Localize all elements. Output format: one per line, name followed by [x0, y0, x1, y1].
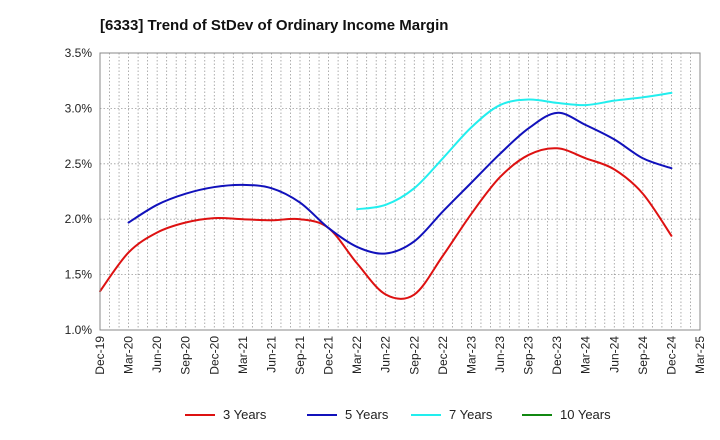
x-tick-label: Mar-21	[236, 336, 250, 374]
series-line-3	[356, 91, 673, 211]
x-tick-label: Sep-24	[636, 336, 650, 375]
x-tick-label: Jun-22	[379, 336, 393, 373]
x-tick-label: Jun-21	[264, 336, 278, 373]
x-tick-label: Sep-22	[407, 336, 421, 375]
y-tick-label: 1.0%	[65, 323, 93, 337]
x-tick-label: Sep-23	[522, 336, 536, 375]
x-tick-label: Sep-21	[293, 336, 307, 375]
plot-grid	[100, 52, 700, 331]
series-layer	[99, 91, 673, 300]
y-tick-label: 2.0%	[65, 212, 93, 226]
legend-label: 7 Years	[449, 407, 493, 422]
y-tick-label: 1.5%	[65, 268, 93, 282]
x-tick-label: Dec-24	[664, 336, 678, 375]
x-tick-label: Dec-23	[550, 336, 564, 375]
x-axis: Dec-19 Mar-20 Jun-20 Sep-20 Dec-20 Mar-21 Jun-…	[93, 336, 707, 375]
y-axis: 1.0% 1.5% 2.0% 2.5% 3.0% 3.5%	[65, 46, 93, 337]
series-line-1	[99, 147, 673, 300]
x-tick-label: Jun-20	[150, 336, 164, 373]
x-tick-label: Jun-24	[607, 336, 621, 373]
x-tick-label: Dec-21	[322, 336, 336, 375]
legend: 3 Years 5 Years 7 Years 10 Years	[185, 407, 611, 422]
x-tick-label: Mar-22	[350, 336, 364, 374]
x-tick-label: Mar-20	[122, 336, 136, 374]
x-tick-label: Dec-19	[93, 336, 107, 375]
x-tick-label: Jun-23	[493, 336, 507, 373]
x-tick-label: Mar-25	[693, 336, 707, 374]
x-tick-label: Mar-23	[464, 336, 478, 374]
x-tick-label: Mar-24	[579, 336, 593, 374]
legend-label: 3 Years	[223, 407, 267, 422]
x-tick-label: Sep-20	[179, 336, 193, 375]
series-line-2	[127, 111, 673, 255]
legend-label: 5 Years	[345, 407, 389, 422]
x-tick-label: Dec-22	[436, 336, 450, 375]
y-tick-label: 2.5%	[65, 157, 93, 171]
y-tick-label: 3.0%	[65, 101, 93, 115]
y-tick-label: 3.5%	[65, 46, 93, 60]
chart-title: [6333] Trend of StDev of Ordinary Income…	[100, 17, 448, 34]
x-tick-label: Dec-20	[207, 336, 221, 375]
legend-label: 10 Years	[560, 407, 611, 422]
plot-frame	[99, 52, 701, 331]
